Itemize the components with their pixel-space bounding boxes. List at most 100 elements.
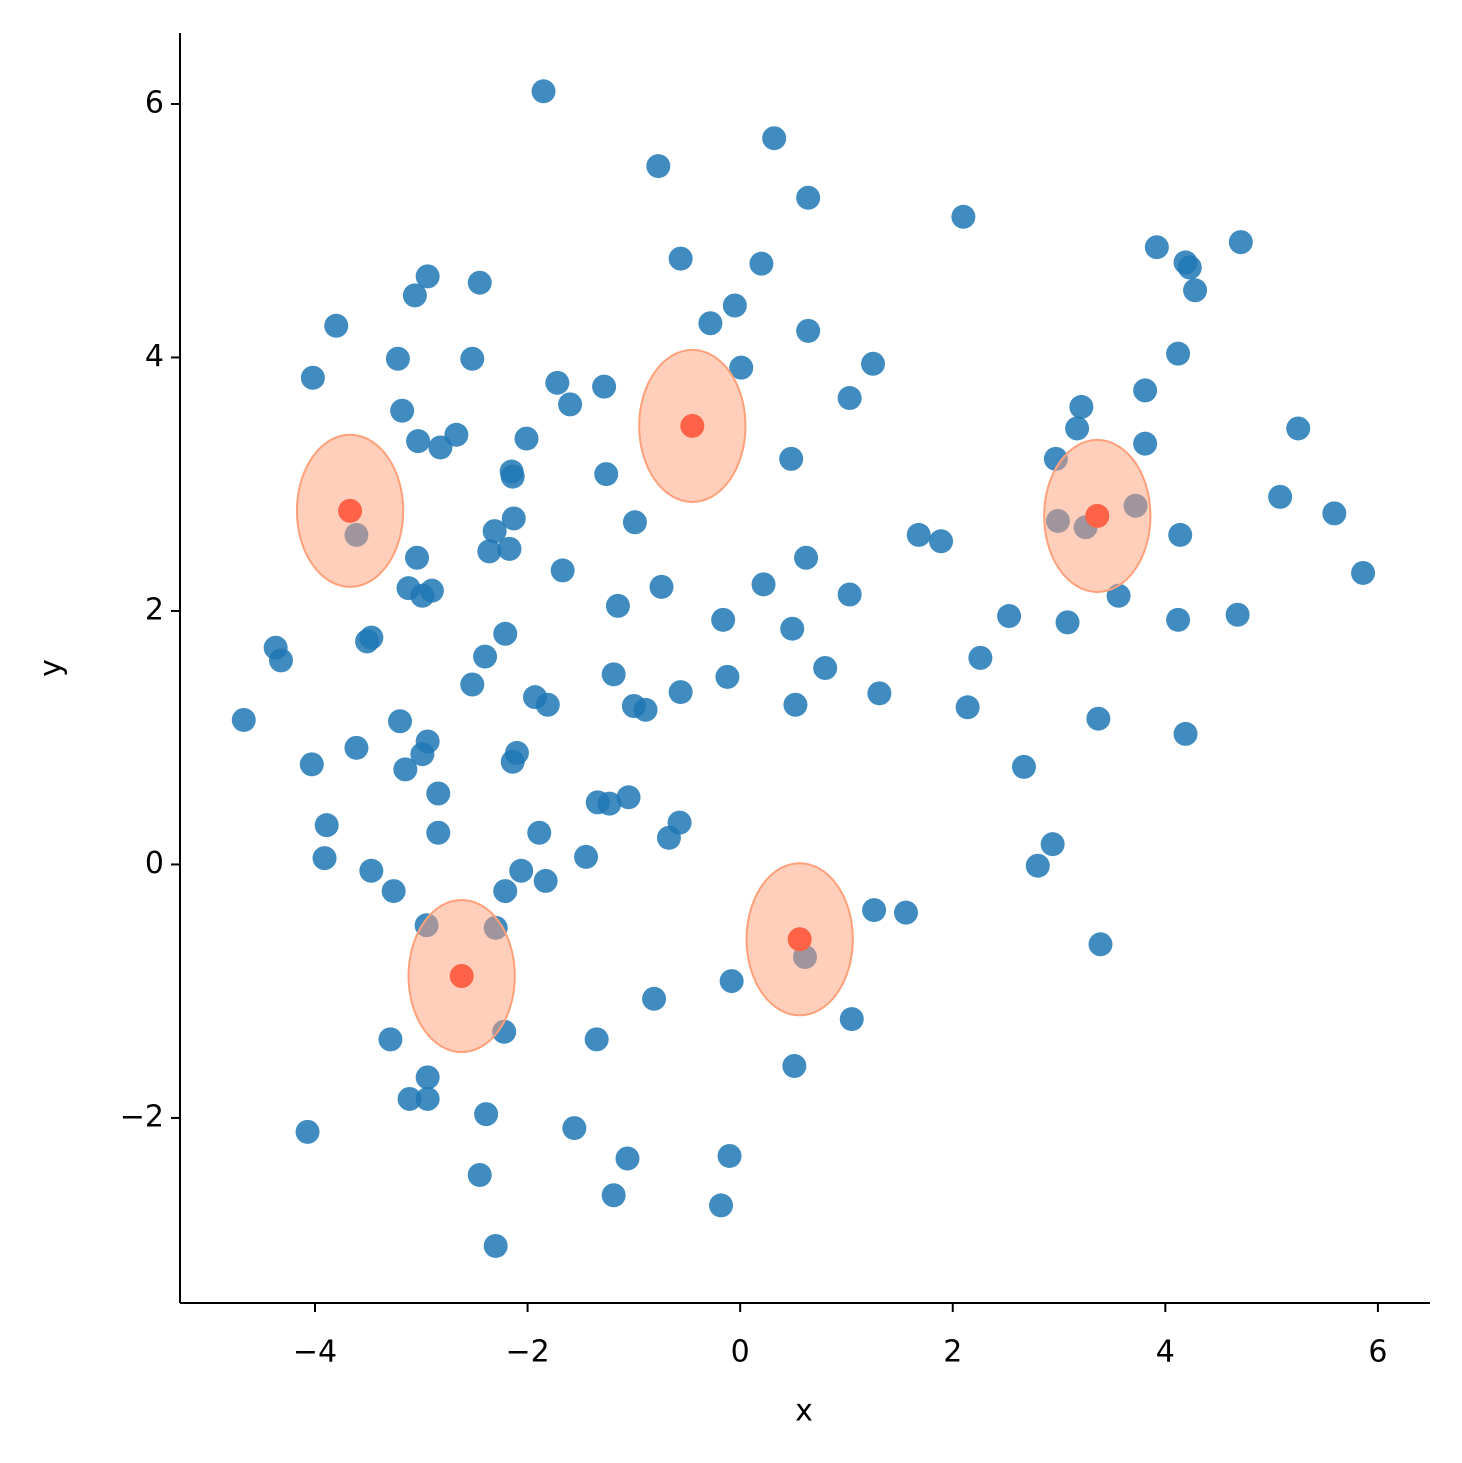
- center-point: [1085, 503, 1110, 528]
- point: [558, 392, 583, 417]
- point: [646, 154, 671, 179]
- point: [300, 365, 325, 390]
- point: [562, 1116, 587, 1141]
- point: [779, 446, 804, 471]
- point: [1225, 602, 1250, 627]
- point: [780, 616, 805, 641]
- point: [1011, 754, 1036, 779]
- point: [410, 583, 435, 608]
- point: [668, 680, 693, 705]
- point: [295, 1119, 320, 1144]
- point: [500, 749, 525, 774]
- point: [477, 539, 502, 564]
- point: [405, 545, 430, 570]
- point: [390, 398, 415, 423]
- point: [1177, 255, 1202, 280]
- point: [1133, 431, 1158, 456]
- y-axis-label: y: [34, 659, 69, 677]
- point: [314, 813, 339, 838]
- point: [1133, 378, 1158, 403]
- point: [605, 593, 630, 618]
- point: [574, 844, 599, 869]
- x-tick-label: 2: [943, 1335, 962, 1370]
- point: [968, 645, 993, 670]
- point: [1173, 721, 1198, 746]
- point: [1055, 610, 1080, 635]
- point: [717, 1143, 742, 1168]
- point: [268, 648, 293, 673]
- point: [355, 629, 380, 654]
- point: [1268, 484, 1293, 509]
- point: [473, 644, 498, 669]
- point: [1286, 416, 1311, 441]
- y-tick-label: 4: [145, 339, 164, 374]
- point: [460, 346, 485, 371]
- point: [388, 709, 413, 734]
- point: [1166, 341, 1191, 366]
- point: [344, 735, 369, 760]
- point: [762, 126, 787, 151]
- x-axis-label: x: [795, 1394, 813, 1429]
- point: [862, 898, 887, 923]
- point: [951, 204, 976, 229]
- point: [642, 986, 667, 1011]
- point: [1183, 278, 1208, 303]
- point: [378, 1027, 403, 1052]
- point: [861, 351, 886, 376]
- point: [426, 781, 451, 806]
- point: [299, 752, 324, 777]
- point: [749, 251, 774, 276]
- x-tick-label: 6: [1368, 1335, 1387, 1370]
- point: [594, 462, 619, 487]
- y-tick-label: 2: [145, 592, 164, 627]
- point: [837, 386, 862, 411]
- point: [592, 374, 617, 399]
- point: [1228, 230, 1253, 255]
- point: [324, 313, 349, 338]
- point: [426, 820, 451, 845]
- point: [1322, 501, 1347, 526]
- point: [1069, 394, 1094, 419]
- point: [415, 264, 440, 289]
- point: [867, 681, 892, 706]
- point: [796, 185, 821, 210]
- x-tick-label: 0: [731, 1335, 750, 1370]
- point: [929, 529, 954, 554]
- point: [397, 1086, 422, 1111]
- x-tick-label: −2: [505, 1335, 549, 1370]
- point: [493, 879, 518, 904]
- point: [668, 246, 693, 271]
- point: [415, 1065, 440, 1090]
- center-point: [680, 413, 705, 438]
- point: [782, 1053, 807, 1078]
- y-tick-label: 0: [145, 846, 164, 881]
- point: [460, 672, 485, 697]
- point: [1065, 416, 1090, 441]
- point: [428, 435, 453, 460]
- point: [813, 656, 838, 680]
- point: [709, 1193, 734, 1218]
- point: [545, 370, 570, 395]
- point: [497, 536, 522, 561]
- point: [601, 662, 626, 687]
- point: [715, 664, 740, 689]
- point: [410, 742, 435, 767]
- point: [711, 607, 736, 632]
- point: [837, 582, 862, 607]
- point: [656, 825, 681, 850]
- x-tick-label: 4: [1156, 1335, 1175, 1370]
- point: [474, 1102, 499, 1127]
- point: [381, 879, 406, 904]
- y-tick-label: 6: [145, 85, 164, 120]
- point: [584, 1027, 609, 1052]
- point: [1168, 522, 1193, 547]
- point: [751, 572, 776, 597]
- point: [500, 464, 525, 489]
- point: [514, 426, 539, 451]
- point: [616, 785, 641, 810]
- point: [527, 820, 552, 845]
- point: [796, 318, 821, 343]
- point: [501, 506, 526, 531]
- point: [622, 510, 647, 535]
- point: [402, 283, 427, 308]
